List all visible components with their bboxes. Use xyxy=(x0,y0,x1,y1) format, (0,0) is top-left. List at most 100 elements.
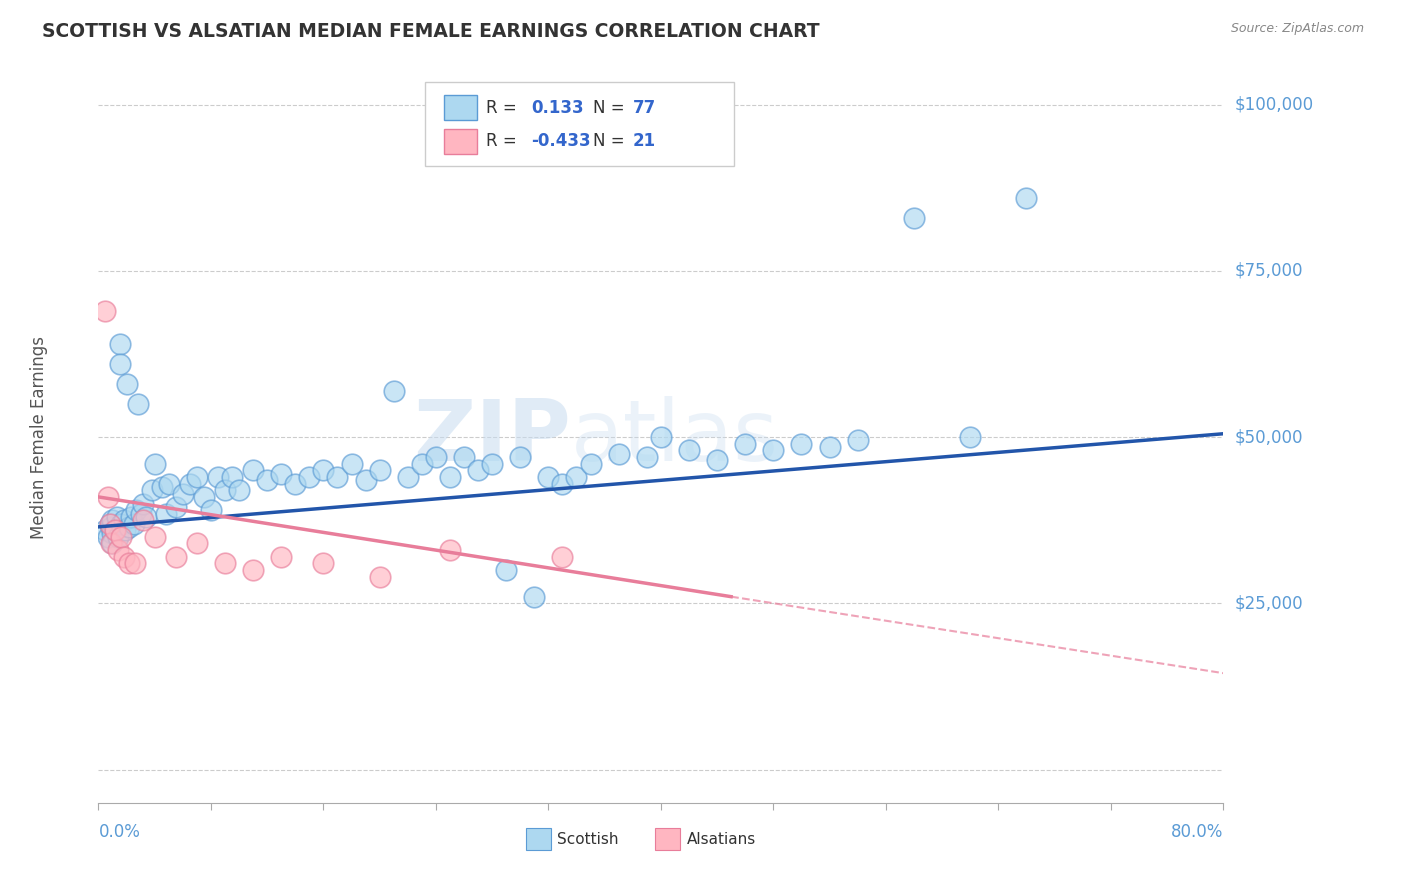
Point xyxy=(425,450,447,464)
Point xyxy=(439,543,461,558)
Point xyxy=(1015,191,1038,205)
Point xyxy=(312,463,335,477)
Point xyxy=(396,470,419,484)
Point xyxy=(439,470,461,484)
Point xyxy=(214,557,236,571)
Point xyxy=(186,536,208,550)
Text: R =: R = xyxy=(486,99,517,117)
Point xyxy=(565,470,588,484)
Point xyxy=(107,543,129,558)
Point xyxy=(108,337,131,351)
Point xyxy=(94,523,117,537)
Point xyxy=(118,520,141,534)
FancyBboxPatch shape xyxy=(655,829,681,850)
Point xyxy=(127,397,149,411)
Point xyxy=(101,526,124,541)
Point xyxy=(101,536,124,550)
FancyBboxPatch shape xyxy=(444,129,478,154)
Point xyxy=(762,443,785,458)
Point xyxy=(734,436,756,450)
Point xyxy=(481,457,503,471)
Point xyxy=(97,530,120,544)
Point xyxy=(509,450,531,464)
Text: 77: 77 xyxy=(633,99,657,117)
Point xyxy=(537,470,560,484)
Point xyxy=(551,476,574,491)
Point xyxy=(411,457,433,471)
Point xyxy=(846,434,869,448)
Text: Median Female Earnings: Median Female Earnings xyxy=(30,335,48,539)
Point xyxy=(298,470,321,484)
Point xyxy=(110,530,132,544)
Text: atlas: atlas xyxy=(571,395,779,479)
Point xyxy=(114,523,136,537)
Point xyxy=(221,470,243,484)
Point xyxy=(135,509,157,524)
Point xyxy=(165,500,187,514)
Point xyxy=(118,557,141,571)
Point xyxy=(115,376,138,391)
Point xyxy=(132,497,155,511)
Point xyxy=(228,483,250,498)
FancyBboxPatch shape xyxy=(425,82,734,167)
Point xyxy=(186,470,208,484)
Text: R =: R = xyxy=(486,132,517,150)
Text: ZIP: ZIP xyxy=(413,395,571,479)
Point xyxy=(112,549,135,564)
Point xyxy=(97,490,120,504)
Text: $50,000: $50,000 xyxy=(1234,428,1303,446)
Point xyxy=(650,430,672,444)
Point xyxy=(214,483,236,498)
Point xyxy=(132,513,155,527)
Point xyxy=(150,480,173,494)
Text: Alsatians: Alsatians xyxy=(686,832,756,847)
Point xyxy=(129,507,152,521)
Point xyxy=(340,457,363,471)
Point xyxy=(120,509,142,524)
Point xyxy=(172,486,194,500)
Point xyxy=(110,516,132,531)
Text: Scottish: Scottish xyxy=(557,832,619,847)
Point xyxy=(143,457,166,471)
Point xyxy=(104,523,127,537)
Text: 0.0%: 0.0% xyxy=(98,822,141,841)
Text: $100,000: $100,000 xyxy=(1234,95,1313,113)
FancyBboxPatch shape xyxy=(444,95,478,120)
Point xyxy=(242,563,264,577)
Point xyxy=(141,483,163,498)
Point xyxy=(104,523,127,537)
Point xyxy=(368,570,391,584)
Point xyxy=(678,443,700,458)
Point xyxy=(790,436,813,450)
Point xyxy=(579,457,602,471)
Point xyxy=(125,503,148,517)
Point xyxy=(256,473,278,487)
Point xyxy=(368,463,391,477)
Point xyxy=(193,490,215,504)
Point xyxy=(98,516,121,531)
Point xyxy=(453,450,475,464)
Point xyxy=(98,516,121,531)
Point xyxy=(112,513,135,527)
Point xyxy=(143,530,166,544)
Text: Source: ZipAtlas.com: Source: ZipAtlas.com xyxy=(1230,22,1364,36)
Point xyxy=(467,463,489,477)
Point xyxy=(284,476,307,491)
Point xyxy=(382,384,405,398)
Text: N =: N = xyxy=(593,132,624,150)
Point xyxy=(818,440,841,454)
Point xyxy=(551,549,574,564)
Text: N =: N = xyxy=(593,99,624,117)
Text: 80.0%: 80.0% xyxy=(1171,822,1223,841)
Point xyxy=(107,530,129,544)
Point xyxy=(105,509,128,524)
FancyBboxPatch shape xyxy=(526,829,551,850)
Point xyxy=(122,516,145,531)
Point xyxy=(270,549,292,564)
Point xyxy=(101,513,124,527)
Point xyxy=(636,450,658,464)
Point xyxy=(100,536,122,550)
Point xyxy=(903,211,925,225)
Point xyxy=(354,473,377,487)
Point xyxy=(270,467,292,481)
